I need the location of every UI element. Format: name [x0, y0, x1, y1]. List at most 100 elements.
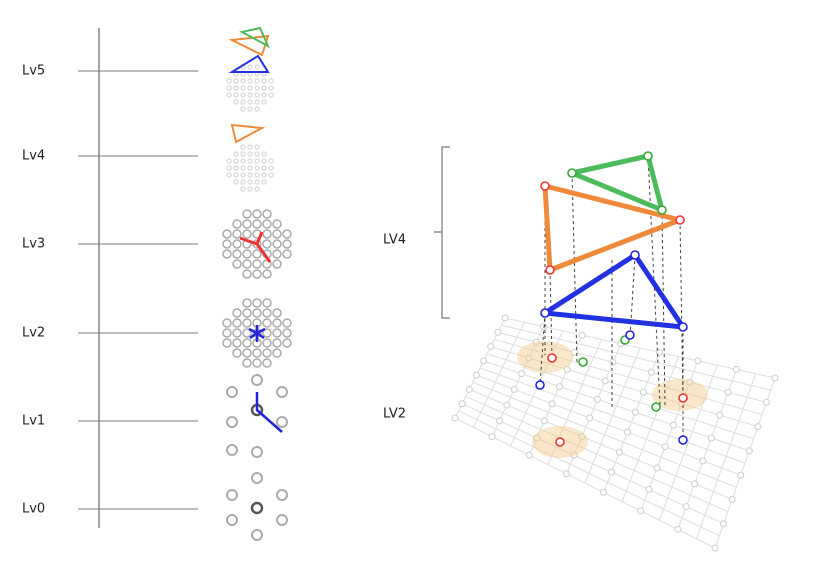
- lattice-node: [525, 451, 533, 459]
- lattice-node: [754, 423, 762, 431]
- node: [233, 172, 239, 178]
- node: [232, 219, 242, 229]
- node: [254, 158, 260, 164]
- node: [240, 165, 246, 171]
- vertex: [651, 402, 661, 412]
- mini-triangle: [239, 26, 271, 49]
- node: [262, 348, 272, 358]
- lattice-node: [472, 371, 480, 379]
- vertex: [555, 437, 565, 447]
- lattice-line: [469, 388, 733, 500]
- vertex: [535, 380, 545, 390]
- lattice-node: [608, 468, 616, 476]
- lattice-node: [724, 388, 732, 396]
- lattice-node: [488, 433, 496, 441]
- lattice-node: [674, 525, 682, 533]
- node: [226, 514, 238, 526]
- node: [226, 444, 238, 456]
- node: [247, 179, 253, 185]
- node: [262, 308, 272, 318]
- node: [254, 151, 260, 157]
- node: [252, 209, 262, 219]
- node: [268, 92, 274, 98]
- vertex: [578, 357, 588, 367]
- node: [276, 514, 288, 526]
- node: [272, 338, 282, 348]
- node: [233, 78, 239, 84]
- bracket: [434, 146, 450, 319]
- level-list: Lv5 Lv4 Lv3 Lv2 Lv1 Lv0: [22, 64, 198, 517]
- node: [240, 186, 246, 192]
- lattice-node: [615, 448, 623, 456]
- lattice-node: [745, 447, 753, 455]
- node: [268, 85, 274, 91]
- blue-triangle: [542, 252, 686, 330]
- lattice-node: [631, 408, 639, 416]
- node: [242, 338, 252, 348]
- node: [240, 99, 246, 105]
- edge: [239, 236, 258, 246]
- lattice-node: [653, 464, 661, 472]
- lattice-node: [732, 365, 740, 373]
- lattice-node: [495, 417, 503, 425]
- node: [232, 259, 242, 269]
- node: [252, 249, 262, 259]
- node: [272, 308, 282, 318]
- node: [254, 144, 260, 150]
- lattice-node: [570, 451, 578, 459]
- node: [232, 239, 242, 249]
- node: [242, 328, 252, 338]
- vertex: [625, 330, 635, 340]
- node: [268, 165, 274, 171]
- lattice-line: [454, 417, 716, 549]
- vertex: [678, 322, 688, 332]
- vertex: [545, 265, 555, 275]
- node: [262, 318, 272, 328]
- lattice-line: [658, 364, 718, 521]
- node: [254, 92, 260, 98]
- vertex: [547, 353, 557, 363]
- node: [232, 348, 242, 358]
- lattice-node: [578, 433, 586, 441]
- node: [247, 92, 253, 98]
- vertex: [540, 308, 550, 318]
- node: [226, 489, 238, 501]
- lattice-node: [728, 495, 736, 503]
- node: [262, 338, 272, 348]
- node: [262, 209, 272, 219]
- green-triangle: [569, 153, 665, 213]
- projection: [661, 209, 666, 406]
- lattice-node: [494, 328, 502, 336]
- mini-triangle: [230, 123, 266, 144]
- lattice-node: [510, 385, 518, 393]
- node: [261, 85, 267, 91]
- node: [262, 298, 272, 308]
- edge: [255, 231, 264, 245]
- node: [226, 158, 232, 164]
- lattice-node: [503, 401, 511, 409]
- level-label: Lv5: [22, 64, 45, 79]
- node: [254, 99, 260, 105]
- lattice-node: [737, 471, 745, 479]
- lattice-node: [601, 377, 609, 385]
- node: [247, 151, 253, 157]
- node: [261, 165, 267, 171]
- lattice-node: [571, 348, 579, 356]
- node: [261, 92, 267, 98]
- node: [222, 328, 232, 338]
- node: [252, 269, 262, 279]
- node: [226, 416, 238, 428]
- lattice-node: [501, 314, 509, 322]
- node: [242, 259, 252, 269]
- glow: [517, 341, 573, 373]
- node: [254, 172, 260, 178]
- lattice-node: [487, 343, 495, 351]
- node: [240, 106, 246, 112]
- vertex: [643, 151, 653, 161]
- node: [247, 144, 253, 150]
- lattice-node: [465, 385, 473, 393]
- node: [247, 158, 253, 164]
- node: [268, 172, 274, 178]
- lattice-line: [461, 403, 724, 525]
- lattice-node: [661, 443, 669, 451]
